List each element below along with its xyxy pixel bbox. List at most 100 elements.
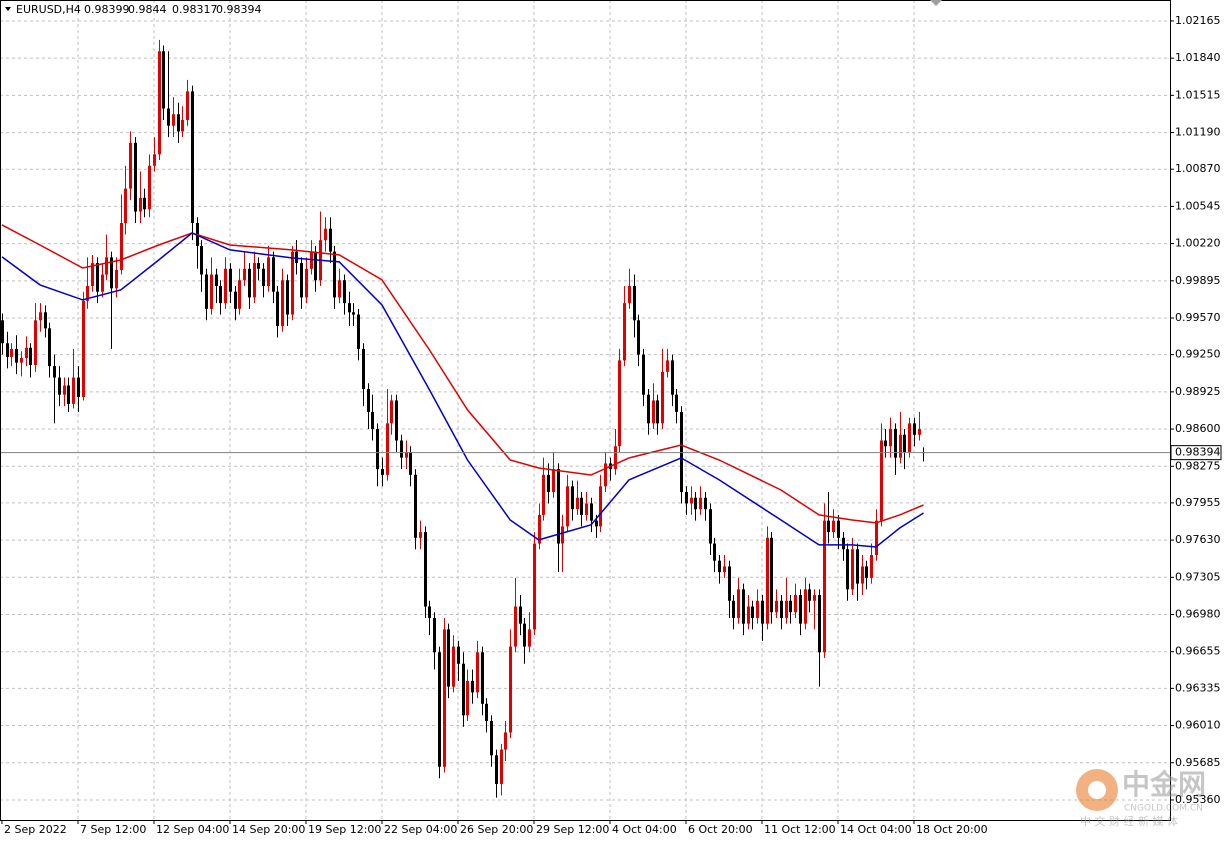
candle-body	[219, 285, 222, 304]
candle-body	[780, 600, 783, 618]
candle-body	[86, 285, 89, 301]
candle-body	[291, 251, 294, 315]
candle-body	[367, 388, 370, 412]
x-tick-label: 11 Oct 12:00	[764, 823, 836, 836]
candle-body	[124, 188, 127, 224]
candle-body	[775, 600, 778, 613]
y-tick-label: 1.01840	[1175, 51, 1221, 64]
y-tick-label: 0.96010	[1175, 719, 1221, 732]
y-tick-label: 1.00545	[1175, 199, 1221, 212]
candle-body	[58, 377, 61, 395]
chart-shift-marker	[930, 0, 942, 6]
candle-body	[352, 312, 355, 315]
candle-body	[476, 652, 479, 693]
candle-body	[229, 268, 232, 292]
candle-body	[53, 366, 56, 378]
x-tick-label: 26 Sep 20:00	[460, 823, 533, 836]
candle-body	[438, 652, 441, 767]
candle-body	[552, 469, 555, 493]
candle-body	[519, 606, 522, 624]
y-tick-label: 0.95360	[1175, 793, 1221, 806]
y-tick-label: 0.98600	[1175, 422, 1221, 435]
candle-body	[656, 400, 659, 424]
y-tick-label: 0.98275	[1175, 459, 1221, 472]
y-tick-label: 1.00870	[1175, 162, 1221, 175]
candle-body	[48, 328, 51, 367]
candle-body	[148, 165, 151, 210]
y-tick-label: 0.97955	[1175, 496, 1221, 509]
candle-body	[371, 411, 374, 430]
x-tick-label: 12 Sep 04:00	[156, 823, 229, 836]
candle-body	[694, 497, 697, 510]
candle-body	[63, 385, 66, 395]
candle-body	[77, 377, 80, 398]
candle-body	[728, 566, 731, 601]
candle-body	[604, 463, 607, 487]
y-tick-label: 1.02165	[1175, 14, 1221, 27]
candle-body	[542, 474, 545, 515]
candle-body	[666, 360, 669, 372]
candle-body	[329, 228, 332, 252]
candle-body	[865, 566, 868, 578]
candle-body	[419, 532, 422, 538]
candle-body	[428, 606, 431, 618]
candle-body	[628, 285, 631, 304]
y-tick-label: 0.99570	[1175, 311, 1221, 324]
candle-body	[818, 595, 821, 653]
x-tick-label: 19 Sep 12:00	[308, 823, 381, 836]
candle-body	[462, 663, 465, 716]
y-tick-label: 0.98925	[1175, 385, 1221, 398]
price-label: 0.98394	[1175, 446, 1221, 459]
candle-body	[875, 520, 878, 555]
candle-body	[576, 497, 579, 510]
candle-body	[856, 549, 859, 584]
x-tick-label: 6 Oct 20:00	[688, 823, 753, 836]
candle-body	[405, 451, 408, 458]
candle-body	[680, 411, 683, 493]
candle-body	[333, 251, 336, 298]
candle-body	[390, 400, 393, 424]
candle-body	[257, 263, 260, 269]
candle-body	[832, 520, 835, 533]
candle-body	[110, 257, 113, 289]
plot-frame	[0, 0, 1171, 821]
candle-body	[685, 492, 688, 504]
candle-body	[433, 617, 436, 653]
low-value: 0.98317	[172, 3, 218, 16]
candle-body	[671, 360, 674, 395]
candle-body	[129, 142, 132, 189]
watermark: 中金网 CNGOLD.COM.CN 中 文 财 经 新 媒 体	[1076, 768, 1206, 828]
x-tick-label: 14 Oct 04:00	[840, 823, 912, 836]
candle-body	[500, 749, 503, 784]
candle-body	[918, 429, 921, 435]
candle-body	[447, 629, 450, 687]
candle-body	[25, 347, 28, 359]
candle-body	[181, 119, 184, 132]
y-tick-label: 0.96980	[1175, 608, 1221, 621]
candle-body	[823, 520, 826, 653]
candle-body	[6, 343, 9, 357]
candle-body	[713, 543, 716, 561]
candle-body	[894, 429, 897, 458]
watermark-slogan: 中 文 财 经 新 媒 体	[1080, 814, 1178, 828]
candle-body	[652, 400, 655, 424]
candle-body	[139, 197, 142, 212]
candle-body	[443, 629, 446, 767]
plot-area	[0, 0, 1170, 820]
candle-body	[561, 526, 564, 544]
candle-body	[248, 268, 251, 298]
y-tick-label: 0.95685	[1175, 756, 1221, 769]
candle-body	[633, 285, 636, 321]
candle-body	[884, 440, 887, 447]
candle-body	[618, 360, 621, 447]
candle-body	[357, 314, 360, 349]
candle-body	[262, 268, 265, 286]
x-tick-label: 2 Sep 2022	[4, 823, 67, 836]
candle-body	[205, 274, 208, 309]
candle-body	[10, 348, 13, 357]
candle-body	[295, 251, 298, 264]
x-tick-label: 4 Oct 04:00	[612, 823, 677, 836]
chart-title: EURUSD,H4	[16, 3, 81, 16]
